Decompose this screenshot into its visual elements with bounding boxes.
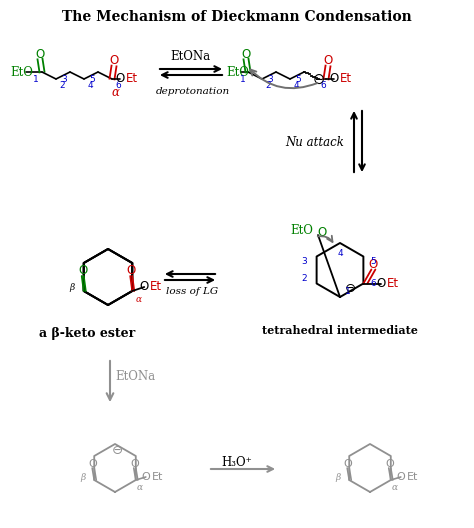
- Text: H₃O⁺: H₃O⁺: [222, 456, 252, 468]
- Text: Et: Et: [407, 472, 419, 482]
- Text: O: O: [140, 280, 149, 294]
- Text: 5: 5: [89, 74, 95, 83]
- Text: α: α: [137, 483, 143, 492]
- Text: O: O: [385, 459, 394, 469]
- Text: loss of LG: loss of LG: [166, 288, 218, 297]
- Text: a β-keto ester: a β-keto ester: [39, 326, 135, 340]
- Text: O: O: [318, 227, 327, 240]
- Text: O: O: [127, 265, 136, 278]
- Text: α: α: [392, 483, 398, 492]
- Text: 6: 6: [320, 81, 326, 90]
- Text: 2: 2: [265, 81, 271, 90]
- Text: O: O: [323, 54, 333, 68]
- Text: 6: 6: [115, 80, 121, 90]
- Text: The Mechanism of Dieckmann Condensation: The Mechanism of Dieckmann Condensation: [62, 10, 412, 24]
- Text: 4: 4: [293, 81, 299, 90]
- Text: O: O: [369, 258, 378, 271]
- Text: 1: 1: [240, 74, 246, 83]
- Text: Et: Et: [126, 72, 138, 86]
- Text: Et: Et: [150, 280, 162, 294]
- Text: O: O: [377, 277, 386, 290]
- Text: Nu attack: Nu attack: [285, 137, 345, 149]
- Text: O: O: [130, 459, 139, 469]
- Text: Et: Et: [152, 472, 164, 482]
- Text: O: O: [89, 459, 98, 469]
- Text: 1: 1: [345, 288, 351, 297]
- Text: EtONa: EtONa: [115, 371, 155, 383]
- Text: O: O: [115, 72, 125, 86]
- Text: ⊖: ⊖: [111, 444, 123, 457]
- Text: O: O: [344, 459, 353, 469]
- Text: Et: Et: [387, 277, 400, 290]
- Text: EtONa: EtONa: [170, 51, 210, 63]
- Text: ⊖: ⊖: [313, 71, 325, 87]
- Text: EtO: EtO: [226, 65, 249, 79]
- Text: O: O: [36, 48, 45, 61]
- Text: deprotonation: deprotonation: [156, 88, 230, 97]
- Text: tetrahedral intermediate: tetrahedral intermediate: [262, 325, 418, 335]
- Text: 5: 5: [371, 257, 376, 266]
- Text: β: β: [336, 473, 341, 482]
- Text: 3: 3: [302, 257, 308, 266]
- Text: 4: 4: [87, 81, 93, 90]
- Text: O: O: [141, 472, 150, 482]
- Text: Et: Et: [340, 72, 352, 86]
- Text: 3: 3: [267, 74, 273, 83]
- Text: 2: 2: [59, 81, 65, 90]
- Text: O: O: [241, 48, 251, 61]
- Text: 1: 1: [33, 74, 39, 83]
- Text: O: O: [329, 72, 338, 86]
- Text: O: O: [109, 54, 118, 68]
- Text: α: α: [111, 86, 119, 99]
- Text: 6: 6: [371, 279, 376, 288]
- Text: 4: 4: [337, 249, 343, 258]
- Text: O: O: [78, 265, 87, 278]
- Text: 3: 3: [61, 74, 67, 83]
- Text: 5: 5: [295, 74, 301, 83]
- Text: O: O: [396, 472, 405, 482]
- Text: β: β: [69, 282, 74, 291]
- Text: α: α: [135, 295, 141, 304]
- Text: EtO: EtO: [10, 65, 33, 79]
- Text: ⊖: ⊖: [345, 282, 356, 296]
- Text: 2: 2: [302, 274, 308, 283]
- Text: β: β: [81, 473, 86, 482]
- Text: EtO: EtO: [291, 224, 313, 238]
